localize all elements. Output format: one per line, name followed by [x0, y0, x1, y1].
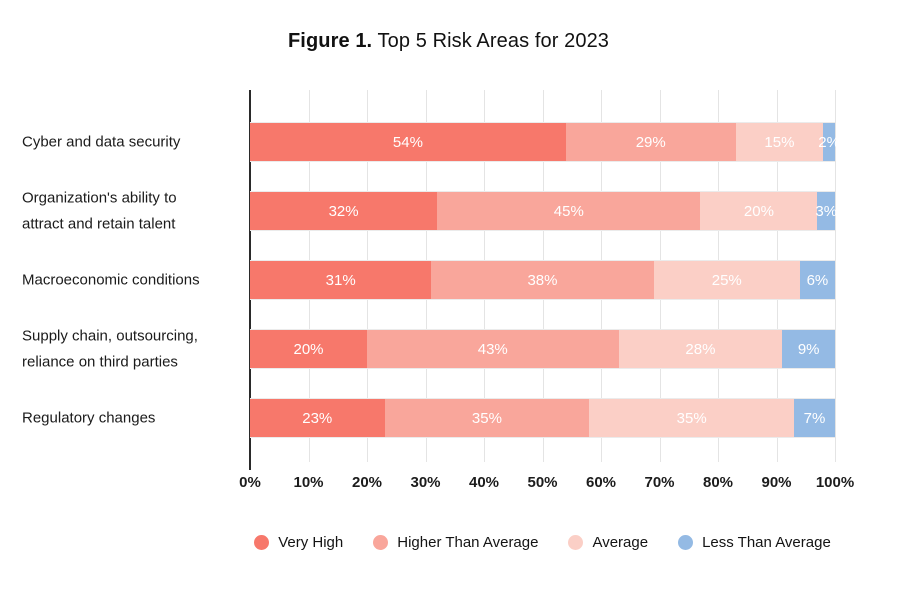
bar-segment-value: 15% — [764, 133, 795, 151]
bar-segment-very-high: 31% — [250, 261, 432, 299]
x-tick-label: 10% — [293, 474, 324, 491]
bar-segment-very-high: 54% — [250, 123, 566, 161]
bar-track: 31% 38% 25% 6% — [250, 261, 835, 299]
bar-segment-higher-than-average: 35% — [384, 399, 590, 437]
x-tick-label: 90% — [761, 474, 792, 491]
bar-segment-value: 25% — [711, 271, 742, 289]
legend-label: Less Than Average — [702, 534, 831, 551]
bar-segment-less-than-average: 7% — [794, 399, 835, 437]
bar-segment-average: 35% — [589, 399, 795, 437]
bar-segment-value: 45% — [553, 202, 584, 220]
bar-segment-value: 20% — [293, 340, 324, 358]
x-tick-label: 30% — [410, 474, 441, 491]
bar-row: 23% 35% 35% 7% — [250, 398, 835, 438]
legend-label: Very High — [278, 534, 344, 551]
bar-segment-average: 20% — [700, 192, 818, 230]
legend-label: Average — [592, 534, 649, 551]
bar-row: 32% 45% 20% 3% — [250, 191, 838, 231]
bar-segment-value: 32% — [328, 202, 359, 220]
bar-segment-value: 28% — [685, 340, 716, 358]
bar-track: 54% 29% 15% 2% — [250, 123, 840, 161]
bar-segment-average: 28% — [618, 330, 783, 368]
bar-segment-higher-than-average: 29% — [565, 123, 736, 161]
plot-area: 54% 29% 15% 2% 32% 45% 20% 3% 31% 38% 25% 6% 20% 43% 2… — [249, 90, 840, 470]
category-label: Regulatory changes — [22, 409, 156, 427]
x-tick-label: 0% — [239, 474, 261, 491]
chart-title: Figure 1. Top 5 Risk Areas for 2023 — [0, 30, 897, 53]
bar-segment-value: 43% — [477, 340, 508, 358]
bar-segment-value: 9% — [797, 340, 820, 358]
chart-title-prefix: Figure 1. — [287, 30, 373, 52]
x-tick-label: 100% — [815, 474, 855, 491]
legend-dot-icon — [568, 535, 584, 550]
bar-track: 20% 43% 28% 9% — [250, 330, 835, 368]
category-label: Cyber and data security — [22, 133, 181, 151]
legend: Very High Higher Than Average Average Less … — [250, 534, 835, 551]
category-label: Organization's ability to attract and re… — [22, 189, 177, 233]
bar-segment-less-than-average: 6% — [799, 261, 835, 299]
bar-segment-very-high: 20% — [250, 330, 367, 368]
bar-segment-value: 31% — [325, 271, 356, 289]
x-axis: 0% 10% 20% 30% 40% 50% 60% 70% 80% 90% 100% — [239, 474, 854, 498]
bar-segment-higher-than-average: 38% — [431, 261, 654, 299]
x-tick-label: 20% — [351, 474, 383, 491]
bar-segment-value: 54% — [392, 133, 423, 151]
x-tick-label: 80% — [702, 474, 734, 491]
legend-dot-icon — [678, 535, 694, 550]
bar-segment-value: 38% — [527, 271, 558, 289]
x-tick-label: 40% — [468, 474, 500, 491]
bar-row: 31% 38% 25% 6% — [250, 260, 835, 300]
bar-segment-value: 23% — [302, 409, 333, 427]
legend-label: Higher Than Average — [397, 534, 539, 551]
bar-segment-value: 20% — [743, 202, 774, 220]
bar-segment-higher-than-average: 45% — [437, 192, 701, 230]
bar-track: 32% 45% 20% 3% — [250, 192, 838, 230]
bar-segment-less-than-average: 2% — [818, 123, 840, 161]
x-tick-label: 60% — [585, 474, 617, 491]
bar-segment-value: 7% — [803, 409, 826, 427]
bar-row: 20% 43% 28% 9% — [250, 329, 835, 369]
bar-segment-value: 2% — [818, 133, 840, 151]
category-label: Macroeconomic conditions — [22, 271, 200, 289]
x-tick-label: 50% — [527, 474, 558, 491]
x-tick-label: 70% — [644, 474, 675, 491]
bar-segment-value: 35% — [676, 409, 707, 427]
bar-row: 54% 29% 15% 2% — [250, 122, 840, 162]
bar-segment-very-high: 32% — [250, 192, 438, 230]
legend-item-average: Average — [568, 534, 648, 551]
category-label: Supply chain, outsourcing, reliance on t… — [22, 327, 198, 371]
legend-item-very-high: Very High — [254, 534, 343, 551]
bar-track: 23% 35% 35% 7% — [250, 399, 835, 437]
chart-title-text: Top 5 Risk Areas for 2023 — [372, 30, 610, 52]
bar-segment-higher-than-average: 43% — [367, 330, 619, 368]
bar-segment-less-than-average: 9% — [782, 330, 835, 368]
legend-item-higher-than-average: Higher Than Average — [373, 534, 538, 551]
bar-segment-value: 3% — [815, 202, 838, 220]
bar-segment-average: 25% — [653, 261, 800, 299]
bar-segment-value: 35% — [471, 409, 502, 427]
bar-segment-average: 15% — [735, 123, 824, 161]
bar-segment-very-high: 23% — [250, 399, 385, 437]
legend-dot-icon — [254, 535, 270, 550]
legend-item-less-than-average: Less Than Average — [678, 534, 831, 551]
legend-dot-icon — [373, 535, 389, 550]
gridline-vertical — [835, 90, 836, 462]
bar-segment-less-than-average: 3% — [815, 192, 838, 230]
bar-segment-value: 6% — [806, 271, 829, 289]
bar-segment-value: 29% — [635, 133, 666, 151]
